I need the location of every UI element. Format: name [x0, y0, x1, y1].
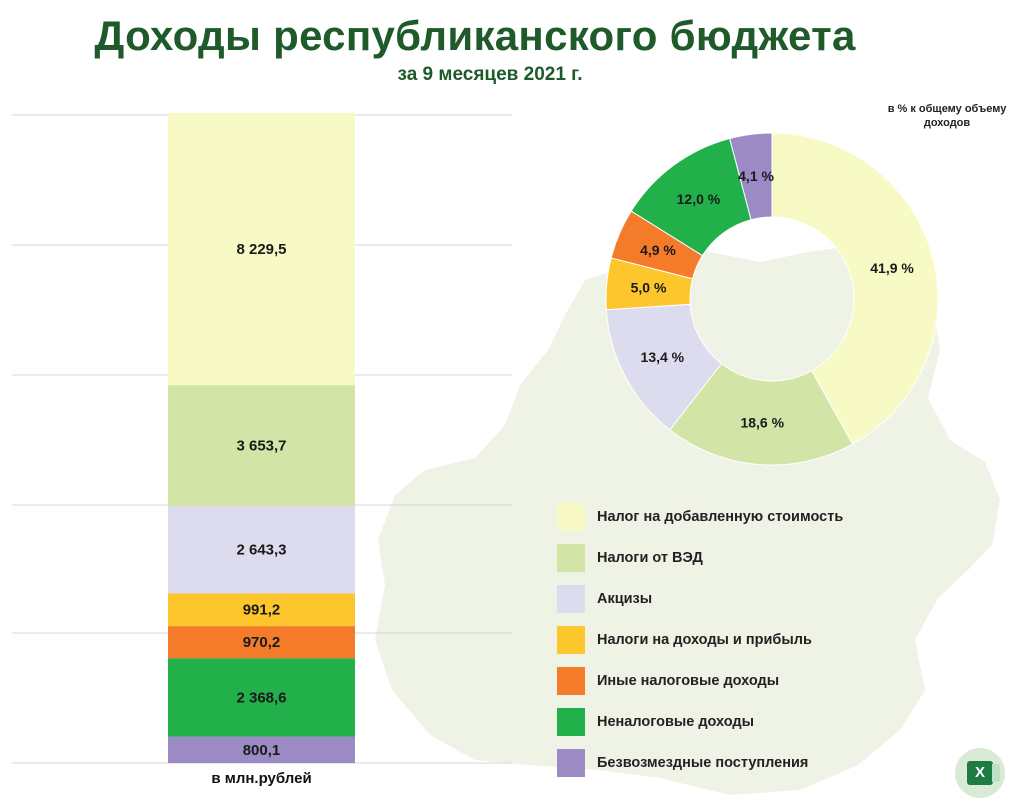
- legend-label: Налог на добавленную стоимость: [597, 509, 844, 525]
- donut-data-label: 4,1 %: [738, 168, 774, 184]
- excel-export-button[interactable]: X: [955, 748, 1005, 798]
- donut-data-label: 12,0 %: [677, 191, 721, 207]
- bar-segment: [168, 385, 355, 506]
- legend-swatch: [557, 749, 585, 777]
- donut-data-label: 18,6 %: [740, 415, 784, 431]
- donut-data-label: 13,4 %: [641, 349, 685, 365]
- legend-swatch: [557, 503, 585, 531]
- legend-label: Безвозмездные поступления: [597, 755, 809, 771]
- donut-data-label: 4,9 %: [640, 242, 676, 258]
- legend-swatch: [557, 667, 585, 695]
- legend-label: Неналоговые доходы: [597, 714, 754, 730]
- bar-segment: [168, 505, 355, 594]
- bar-data-label: 2 643,3: [236, 542, 286, 559]
- excel-icon: X: [967, 761, 1000, 785]
- legend-swatch: [557, 544, 585, 572]
- donut-slice: [669, 362, 854, 466]
- page-title: Доходы республиканского бюджета: [94, 12, 856, 59]
- bar-segment: [168, 658, 355, 737]
- legend-swatch: [557, 708, 585, 736]
- donut-note: в % к общему объему доходов: [887, 103, 1007, 129]
- donut-data-label: 41,9 %: [870, 260, 914, 276]
- page-subtitle: за 9 месяцев 2021 г.: [397, 64, 583, 85]
- legend-label: Налоги от ВЭД: [597, 550, 703, 566]
- donut-slice: [729, 132, 773, 221]
- bar-data-label: 970,2: [243, 634, 281, 651]
- bar-segment: [168, 626, 355, 659]
- bar-segment: [168, 593, 355, 627]
- bar-segment: [168, 736, 355, 763]
- bar-data-label: 2 368,6: [236, 689, 286, 706]
- bar-data-label: 8 229,5: [236, 241, 286, 258]
- bar-segment: [168, 113, 355, 386]
- bar-data-label: 800,1: [243, 742, 281, 759]
- legend-label: Иные налоговые доходы: [597, 673, 780, 689]
- donut-data-label: 5,0 %: [631, 280, 667, 296]
- bar-data-label: 3 653,7: [236, 438, 286, 455]
- bar-data-label: 991,2: [243, 602, 281, 619]
- donut-slice: [771, 132, 939, 445]
- bar-unit-label: в млн.рублей: [211, 770, 312, 787]
- legend-label: Акцизы: [597, 591, 653, 607]
- legend-swatch: [557, 626, 585, 654]
- legend-swatch: [557, 585, 585, 613]
- legend-label: Налоги на доходы и прибыль: [597, 632, 812, 648]
